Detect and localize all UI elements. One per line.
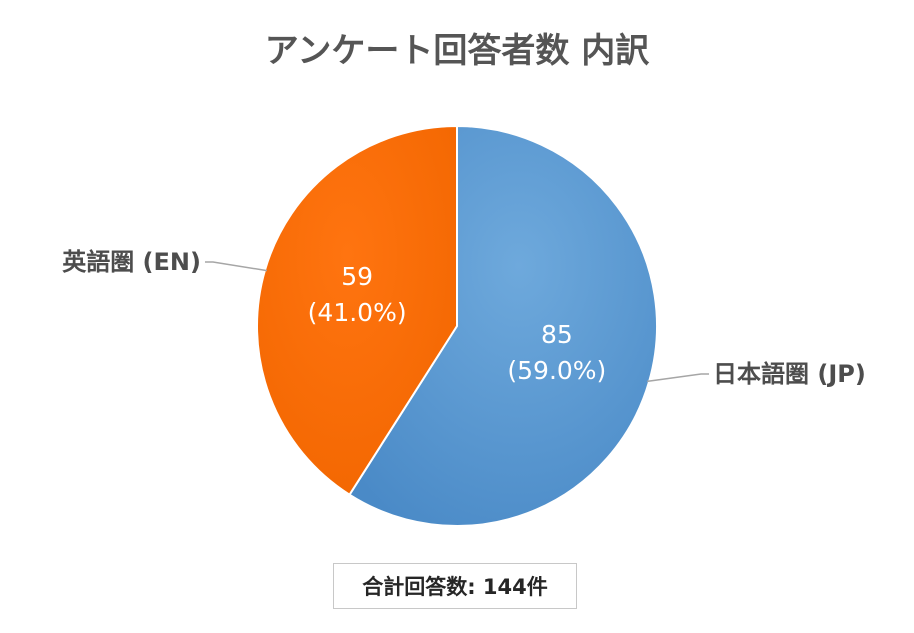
- slice-percent-label: (59.0%): [507, 356, 606, 385]
- category-label-en: 英語圏 (EN): [62, 248, 201, 276]
- slice-percent-label: (41.0%): [308, 298, 407, 327]
- leader-line: [646, 373, 710, 383]
- pie-slice-jp: [348, 124, 658, 527]
- leader-line: [204, 261, 268, 272]
- slice-value-label: 85: [541, 320, 573, 349]
- chart-title: アンケート回答者数 内訳: [265, 31, 650, 71]
- total-responses-label: 合計回答数: 144件: [362, 575, 548, 599]
- slice-value-label: 59: [341, 262, 373, 291]
- total-responses-box: 合計回答数: 144件: [333, 563, 577, 609]
- category-label-jp: 日本語圏 (JP): [713, 360, 866, 388]
